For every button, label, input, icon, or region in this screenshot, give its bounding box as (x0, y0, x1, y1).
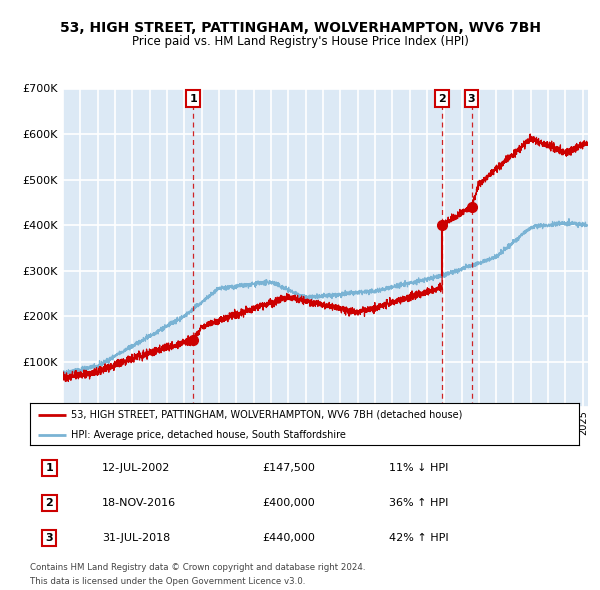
Text: 42% ↑ HPI: 42% ↑ HPI (389, 533, 448, 543)
Text: Price paid vs. HM Land Registry's House Price Index (HPI): Price paid vs. HM Land Registry's House … (131, 35, 469, 48)
Text: £400,000: £400,000 (262, 498, 314, 508)
Text: 2: 2 (438, 93, 446, 103)
Text: £440,000: £440,000 (262, 533, 315, 543)
Text: 36% ↑ HPI: 36% ↑ HPI (389, 498, 448, 508)
Text: 3: 3 (46, 533, 53, 543)
Text: 11% ↓ HPI: 11% ↓ HPI (389, 463, 448, 473)
Text: 1: 1 (46, 463, 53, 473)
Text: 18-NOV-2016: 18-NOV-2016 (102, 498, 176, 508)
Text: HPI: Average price, detached house, South Staffordshire: HPI: Average price, detached house, Sout… (71, 430, 346, 440)
Text: £147,500: £147,500 (262, 463, 315, 473)
Text: 31-JUL-2018: 31-JUL-2018 (102, 533, 170, 543)
Text: This data is licensed under the Open Government Licence v3.0.: This data is licensed under the Open Gov… (30, 577, 305, 586)
Text: Contains HM Land Registry data © Crown copyright and database right 2024.: Contains HM Land Registry data © Crown c… (30, 563, 365, 572)
Text: 3: 3 (468, 93, 475, 103)
Text: 2: 2 (46, 498, 53, 508)
Text: 53, HIGH STREET, PATTINGHAM, WOLVERHAMPTON, WV6 7BH: 53, HIGH STREET, PATTINGHAM, WOLVERHAMPT… (59, 21, 541, 35)
Text: 1: 1 (190, 93, 197, 103)
Text: 12-JUL-2002: 12-JUL-2002 (102, 463, 170, 473)
Text: 53, HIGH STREET, PATTINGHAM, WOLVERHAMPTON, WV6 7BH (detached house): 53, HIGH STREET, PATTINGHAM, WOLVERHAMPT… (71, 410, 463, 420)
